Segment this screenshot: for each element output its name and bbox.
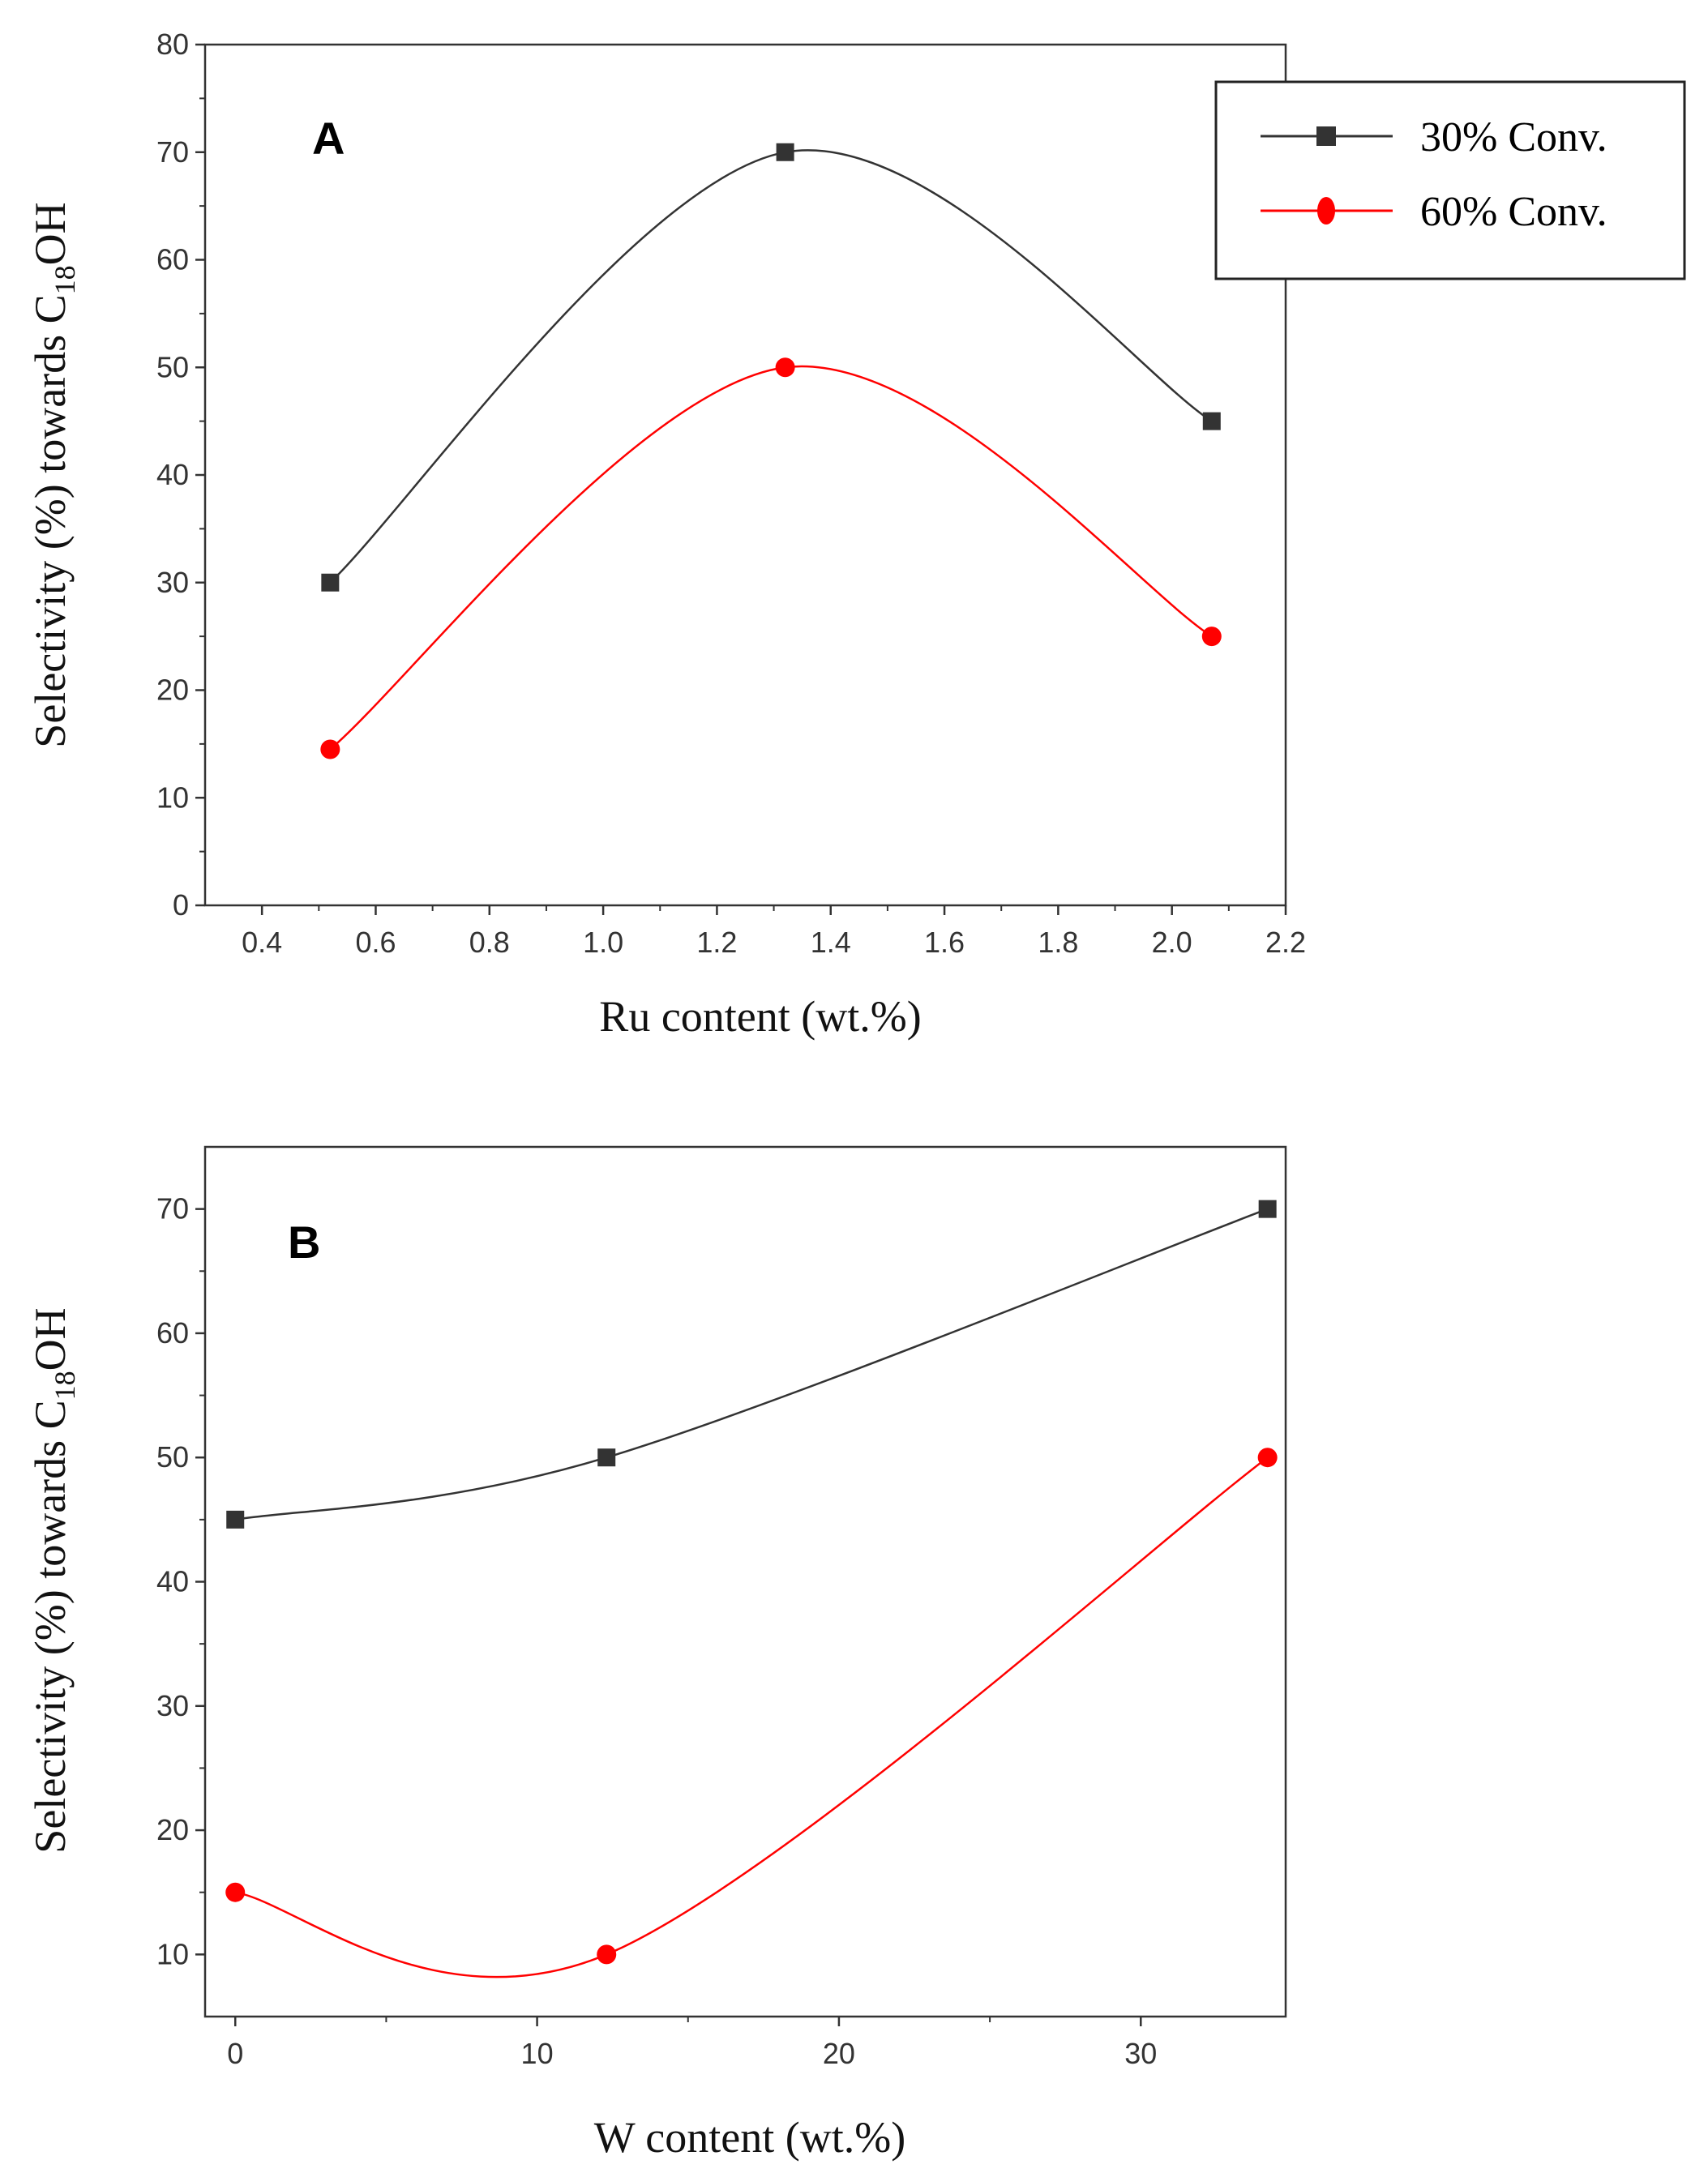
- panel-label-b: B: [288, 1217, 320, 1268]
- y-tick-label: 50: [156, 1440, 189, 1474]
- x-tick-label: 0.6: [355, 926, 396, 959]
- y-tick-label: 70: [156, 1192, 189, 1226]
- data-point-30: [597, 1448, 616, 1467]
- y-tick-label: 30: [156, 566, 189, 599]
- x-ticks-b: 0 10 20 30: [227, 2017, 1157, 2070]
- series-line-60: [234, 1457, 1269, 1978]
- panel-label-a: A: [312, 113, 345, 164]
- y-tick-label: 60: [156, 1316, 189, 1350]
- y-axis-title-b-tail: OH: [26, 1307, 75, 1371]
- y-tick-label: 30: [156, 1689, 189, 1722]
- x-tick-label: 30: [1124, 2037, 1157, 2070]
- panel-a: 0 10 20 30 40 50 60 70 80 0.4 0.6 0.8 1.0 1.2 1.4 1.6 1…: [26, 28, 1306, 1041]
- legend-label-30: 30% Conv.: [1420, 114, 1607, 160]
- y-axis-title-a-tail: OH: [26, 202, 75, 265]
- plot-frame-a: [203, 43, 1287, 907]
- series-line-30: [329, 149, 1213, 584]
- y-ticks-b: 10 20 30 40 50 60 70: [156, 1192, 205, 1970]
- y-axis-title-a: Selectivity (%) towards C18OH: [26, 202, 81, 747]
- data-point-60: [320, 739, 340, 759]
- y-axis-title-b-main: Selectivity (%) towards C: [26, 1400, 75, 1853]
- y-tick-label: 80: [156, 28, 189, 61]
- data-point-30: [321, 573, 340, 592]
- data-point-30: [1258, 1200, 1277, 1218]
- y-tick-label: 70: [156, 135, 189, 169]
- y-tick-label: 10: [156, 1937, 189, 1970]
- series-markers-b: [225, 1200, 1278, 1965]
- data-point-60: [597, 1944, 617, 1965]
- y-axis-title-a-sub: 18: [49, 265, 81, 294]
- x-tick-label: 1.2: [696, 926, 737, 959]
- legend-marker-60: [1317, 197, 1335, 225]
- data-point-60: [1257, 1448, 1278, 1468]
- x-tick-label: 20: [823, 2037, 855, 2070]
- plot-frame-b: [203, 1145, 1287, 2018]
- x-axis-title-a: Ru content (wt.%): [599, 992, 921, 1041]
- y-axis-title-a-main: Selectivity (%) towards C: [26, 294, 75, 747]
- y-tick-label: 40: [156, 458, 189, 491]
- y-tick-label: 20: [156, 1813, 189, 1846]
- data-point-30: [226, 1510, 245, 1529]
- x-tick-label: 1.8: [1038, 926, 1078, 959]
- y-axis-title-b-sub: 18: [49, 1371, 81, 1400]
- panel-b: 10 20 30 40 50 60 70 0 10 20 30 B W content (wt.%…: [26, 1145, 1287, 2162]
- legend-label-60: 60% Conv.: [1420, 189, 1607, 235]
- y-ticks-a: 0 10 20 30 40 50 60 70 80: [156, 28, 205, 922]
- x-tick-label: 1.0: [583, 926, 623, 959]
- x-tick-label: 0.4: [242, 926, 282, 959]
- series-markers-a: [320, 143, 1222, 759]
- y-tick-label: 10: [156, 781, 189, 814]
- series-line-30: [234, 1208, 1269, 1521]
- x-tick-label: 1.4: [811, 926, 851, 959]
- legend-marker-30: [1316, 126, 1336, 146]
- x-tick-label: 2.0: [1152, 926, 1192, 959]
- y-tick-label: 20: [156, 674, 189, 707]
- legend: 30% Conv. 60% Conv.: [1214, 80, 1686, 280]
- y-tick-label: 60: [156, 243, 189, 276]
- series-lines-b: [234, 1208, 1269, 1978]
- data-point-60: [1201, 627, 1222, 647]
- y-tick-label: 50: [156, 350, 189, 383]
- x-tick-label: 2.2: [1265, 926, 1306, 959]
- x-ticks-a: 0.4 0.6 0.8 1.0 1.2 1.4 1.6 1.8 2.0 2.2: [242, 905, 1306, 959]
- data-point-30: [1202, 412, 1221, 430]
- data-point-60: [225, 1882, 246, 1902]
- x-tick-label: 1.6: [924, 926, 965, 959]
- data-point-30: [776, 143, 794, 161]
- x-tick-label: 10: [521, 2037, 554, 2070]
- x-axis-title-b: W content (wt.%): [594, 2113, 905, 2162]
- series-lines-a: [329, 149, 1213, 751]
- y-axis-title-b: Selectivity (%) towards C18OH: [26, 1307, 81, 1853]
- x-tick-label: 0.8: [469, 926, 510, 959]
- y-tick-label: 0: [173, 888, 189, 922]
- legend-box: [1214, 80, 1686, 280]
- data-point-60: [775, 357, 795, 378]
- x-tick-label: 0: [227, 2037, 243, 2070]
- series-line-60: [329, 365, 1213, 751]
- y-tick-label: 40: [156, 1565, 189, 1598]
